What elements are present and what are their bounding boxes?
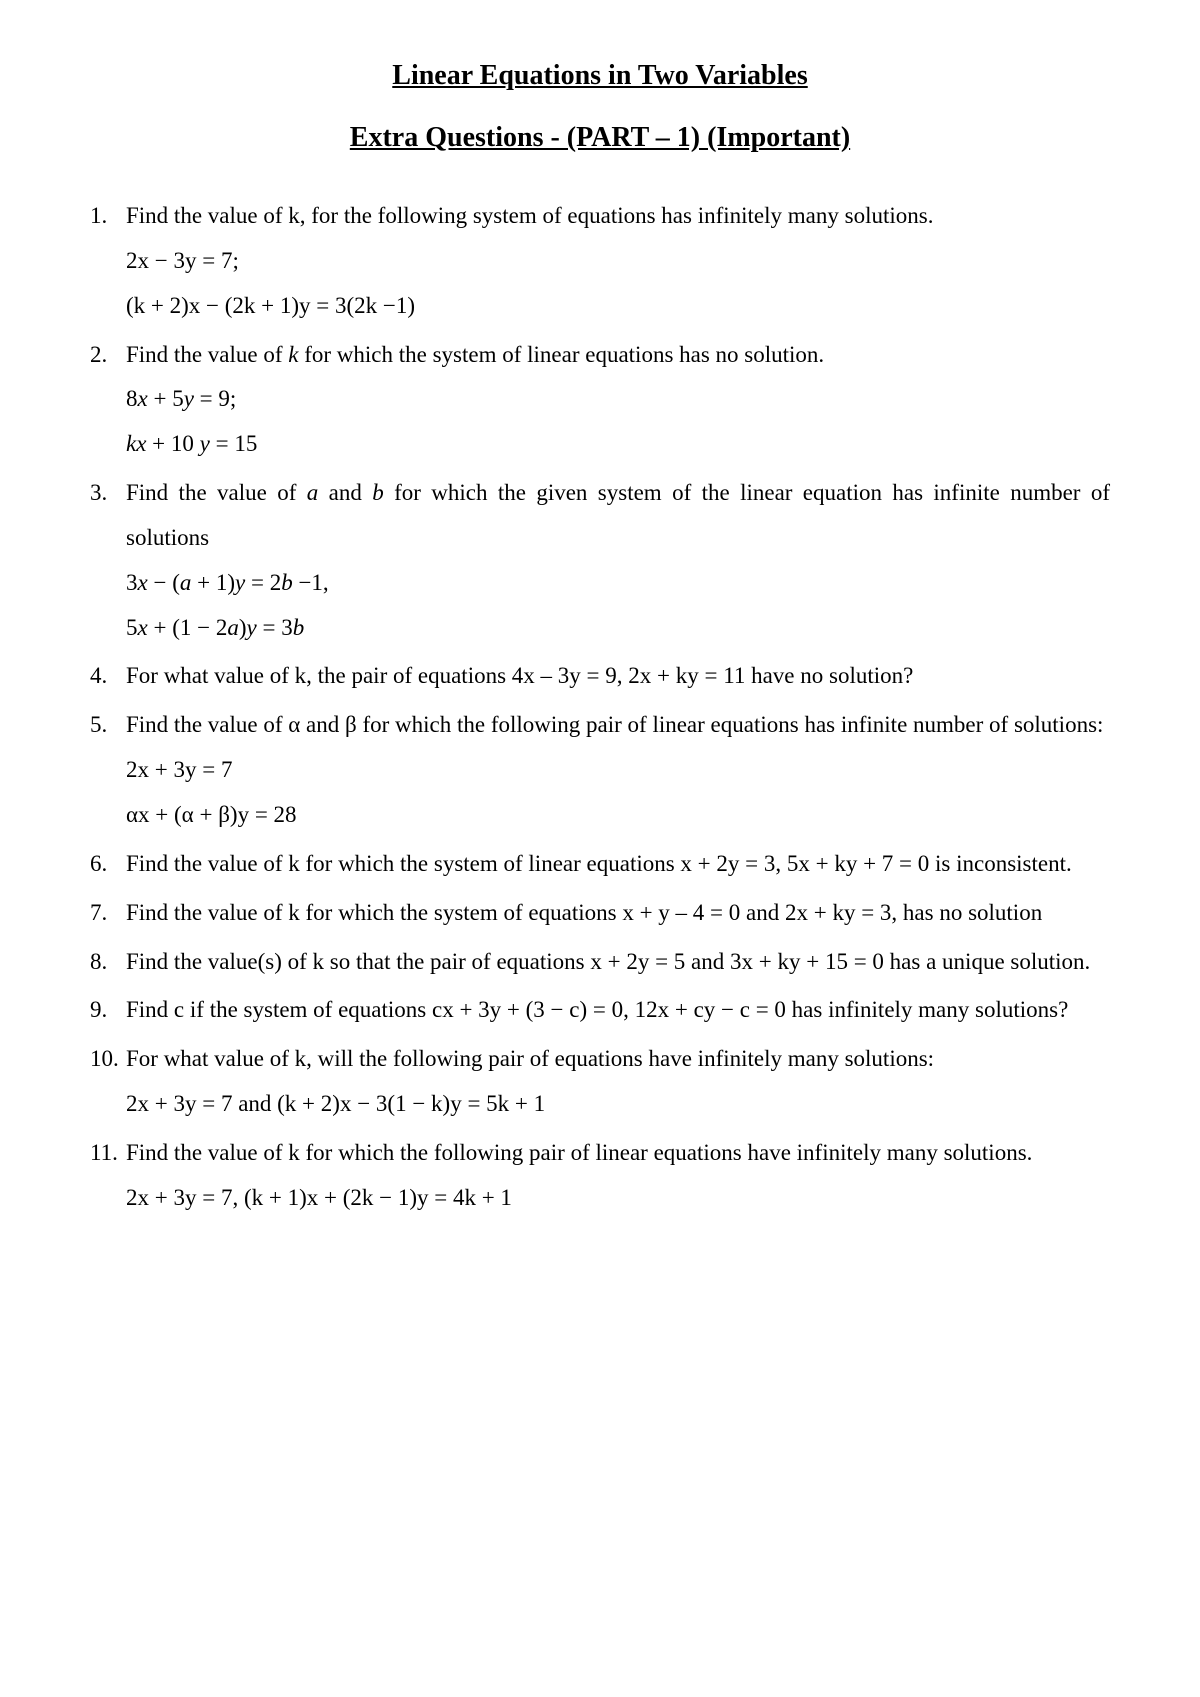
question-body: For what value of k, the pair of equatio… xyxy=(126,654,1110,699)
equation-line: 2x + 3y = 7 xyxy=(126,748,1110,793)
question-text: Find the value of k for which the system… xyxy=(126,851,1072,876)
equation-line: 3x − (a + 1)y = 2b −1, xyxy=(126,561,1110,606)
question-number: 7. xyxy=(90,891,126,936)
equation-line: 2x + 3y = 7, (k + 1)x + (2k − 1)y = 4k +… xyxy=(126,1176,1110,1221)
question-text: Find the value(s) of k so that the pair … xyxy=(126,949,1090,974)
question-text: For what value of k, will the following … xyxy=(126,1046,934,1071)
question-number: 6. xyxy=(90,842,126,887)
question-6: 6. Find the value of k for which the sys… xyxy=(90,842,1110,887)
question-number: 1. xyxy=(90,194,126,329)
question-body: For what value of k, will the following … xyxy=(126,1037,1110,1127)
question-7: 7. Find the value of k for which the sys… xyxy=(90,891,1110,936)
equation-line: 2x − 3y = 7; xyxy=(126,239,1110,284)
question-text: Find c if the system of equations cx + 3… xyxy=(126,997,1068,1022)
question-body: Find the value of k for which the system… xyxy=(126,842,1110,887)
question-number: 9. xyxy=(90,988,126,1033)
question-11: 11. Find the value of k for which the fo… xyxy=(90,1131,1110,1221)
equation-line: 8x + 5y = 9; xyxy=(126,377,1110,422)
question-body: Find the value of k for which the system… xyxy=(126,891,1110,936)
question-number: 4. xyxy=(90,654,126,699)
question-text: Find the value of k for which the system… xyxy=(126,342,824,367)
subtitle: Extra Questions - (PART – 1) (Important) xyxy=(90,122,1110,154)
question-text: Find the value of k for which the system… xyxy=(126,900,1042,925)
question-text: Find the value of k, for the following s… xyxy=(126,203,933,228)
question-3: 3. Find the value of a and b for which t… xyxy=(90,471,1110,650)
question-text: For what value of k, the pair of equatio… xyxy=(126,663,913,688)
question-body: Find the value of k, for the following s… xyxy=(126,194,1110,329)
question-body: Find c if the system of equations cx + 3… xyxy=(126,988,1110,1033)
question-number: 11. xyxy=(90,1131,126,1221)
equation-line: 2x + 3y = 7 and (k + 2)x − 3(1 − k)y = 5… xyxy=(126,1082,1110,1127)
question-number: 2. xyxy=(90,333,126,468)
question-2: 2. Find the value of k for which the sys… xyxy=(90,333,1110,468)
question-8: 8. Find the value(s) of k so that the pa… xyxy=(90,940,1110,985)
question-9: 9. Find c if the system of equations cx … xyxy=(90,988,1110,1033)
question-body: Find the value of k for which the follow… xyxy=(126,1131,1110,1221)
question-number: 8. xyxy=(90,940,126,985)
question-text: Find the value of k for which the follow… xyxy=(126,1140,1032,1165)
question-number: 3. xyxy=(90,471,126,650)
question-text: Find the value of a and b for which the … xyxy=(126,480,1110,550)
questions-list: 1. Find the value of k, for the followin… xyxy=(90,194,1110,1221)
question-number: 10. xyxy=(90,1037,126,1127)
question-body: Find the value of k for which the system… xyxy=(126,333,1110,468)
equation-line: 5x + (1 − 2a)y = 3b xyxy=(126,606,1110,651)
question-number: 5. xyxy=(90,703,126,838)
question-10: 10. For what value of k, will the follow… xyxy=(90,1037,1110,1127)
question-text: Find the value of α and β for which the … xyxy=(126,712,1103,737)
question-body: Find the value of a and b for which the … xyxy=(126,471,1110,650)
equation-line: (k + 2)x − (2k + 1)y = 3(2k −1) xyxy=(126,284,1110,329)
question-body: Find the value(s) of k so that the pair … xyxy=(126,940,1110,985)
question-4: 4. For what value of k, the pair of equa… xyxy=(90,654,1110,699)
main-title: Linear Equations in Two Variables xyxy=(90,60,1110,92)
equation-line: αx + (α + β)y = 28 xyxy=(126,793,1110,838)
question-1: 1. Find the value of k, for the followin… xyxy=(90,194,1110,329)
question-5: 5. Find the value of α and β for which t… xyxy=(90,703,1110,838)
equation-line: kx + 10 y = 15 xyxy=(126,422,1110,467)
question-body: Find the value of α and β for which the … xyxy=(126,703,1110,838)
